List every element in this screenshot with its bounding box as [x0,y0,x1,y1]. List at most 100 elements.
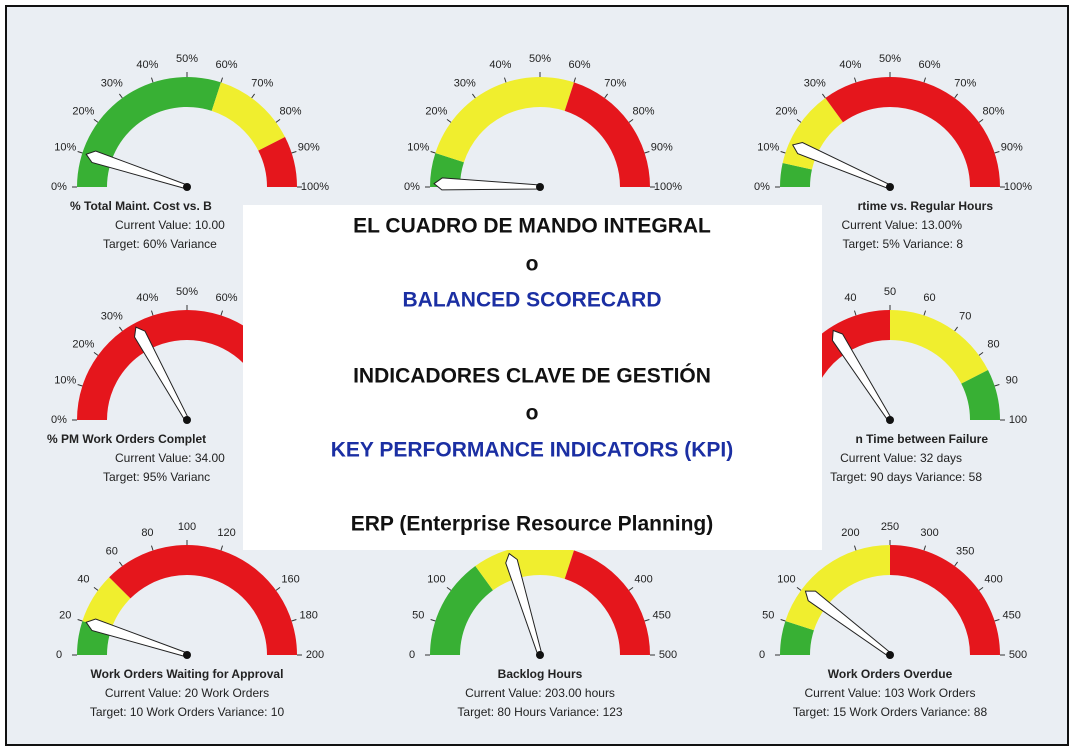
tick-label: 30% [804,77,826,89]
tick-label: 10% [54,141,76,153]
tick-mark [954,561,958,567]
tick-mark [430,618,436,622]
tick-mark [853,310,857,316]
tick-mark [119,326,123,332]
tick-mark [923,545,927,551]
tick-label: 40 [844,292,856,304]
tick-label: 90% [1001,141,1023,153]
tick-label: 60% [216,59,238,71]
tick-mark [628,587,634,591]
tick-label: 70% [251,77,273,89]
tick-label: 50% [879,53,901,65]
tick-label: 80% [983,106,1005,118]
tick-label: 80% [280,106,302,118]
tick-label: 20% [425,106,447,118]
gauge-band [435,76,574,163]
gauge-band [82,577,131,631]
gauge-band [77,77,221,187]
gauge-band [429,566,493,655]
tick-mark [923,77,927,83]
tick-label: 30% [454,77,476,89]
gauge-band [890,310,989,384]
gauge-band [109,544,297,655]
gauge-caption: Current Value: 32 days [840,451,962,465]
overlay-line: EL CUADRO DE MANDO INTEGRAL [353,215,711,238]
tick-mark [220,310,224,316]
tick-label: 100 [1009,414,1027,426]
tick-label: 60 [106,545,118,557]
tick-label: 180 [300,609,318,621]
tick-label: 30% [101,310,123,322]
tick-mark [978,587,984,591]
needle-hub [886,651,894,659]
gauge-band [825,77,1000,187]
tick-label: 50 [412,609,424,621]
tick-mark [796,119,802,123]
gauge-title: Work Orders Overdue [828,667,953,681]
gauge-title: Backlog Hours [498,667,583,681]
tick-mark [853,77,857,83]
needle-hub [886,183,894,191]
tick-label: 0 [56,649,62,661]
gauge-band [564,550,650,655]
tick-label: 30% [101,77,123,89]
tick-label: 10% [407,141,429,153]
gauge-band [785,545,890,631]
tick-label: 10% [54,374,76,386]
gauge-caption: Target: 90 days Variance: 58 [830,470,982,484]
tick-mark [251,93,255,99]
tick-mark [119,561,123,567]
tick-mark [472,93,476,99]
tick-label: 500 [1009,649,1027,661]
gauge-band [890,545,1000,655]
tick-mark [77,150,83,154]
tick-label: 60% [569,59,591,71]
tick-mark [93,587,99,591]
tick-label: 250 [881,521,899,533]
gauge-title: n Time between Failure [856,432,989,446]
gauge-band [780,163,812,187]
needle-hub [183,651,191,659]
tick-label: 90% [651,141,673,153]
tick-label: 200 [841,527,859,539]
needle-hub [183,416,191,424]
tick-mark [77,618,83,622]
overlay-box [243,205,822,550]
tick-label: 200 [306,649,324,661]
overlay-line: KEY PERFORMANCE INDICATORS (KPI) [331,439,734,462]
tick-mark [446,119,452,123]
tick-mark [93,352,99,356]
gauge-caption: Current Value: 103 Work Orders [805,686,976,700]
tick-label: 90% [298,141,320,153]
tick-mark [93,119,99,123]
tick-mark [150,77,154,83]
gauge-caption: Target: 80 Hours Variance: 123 [457,705,623,719]
gauge-title: % PM Work Orders Complet [47,432,206,446]
tick-label: 120 [217,527,235,539]
gauge-title: % Total Maint. Cost vs. B [70,199,212,213]
tick-mark [430,150,436,154]
tick-label: 40% [136,292,158,304]
tick-label: 100% [1004,181,1032,193]
overlay-line: o [526,253,539,276]
gauge-caption: Target: 60% Variance [103,237,217,251]
gauge-band [258,137,297,187]
tick-mark [978,119,984,123]
gauge-caption: Current Value: 20 Work Orders [105,686,269,700]
tick-mark [994,618,1000,622]
gauge-caption: Current Value: 13.00% [841,218,962,232]
tick-mark [291,150,297,154]
overlay-line: BALANCED SCORECARD [402,289,661,312]
tick-label: 20% [72,106,94,118]
tick-label: 100% [301,181,329,193]
tick-mark [150,310,154,316]
tick-label: 100% [654,181,682,193]
tick-label: 50% [176,286,198,298]
tick-label: 70 [959,310,971,322]
tick-mark [119,93,123,99]
tick-label: 300 [920,527,938,539]
tick-label: 450 [1003,609,1021,621]
gauge-band [564,82,650,187]
tick-mark [77,383,83,387]
tick-mark [923,310,927,316]
